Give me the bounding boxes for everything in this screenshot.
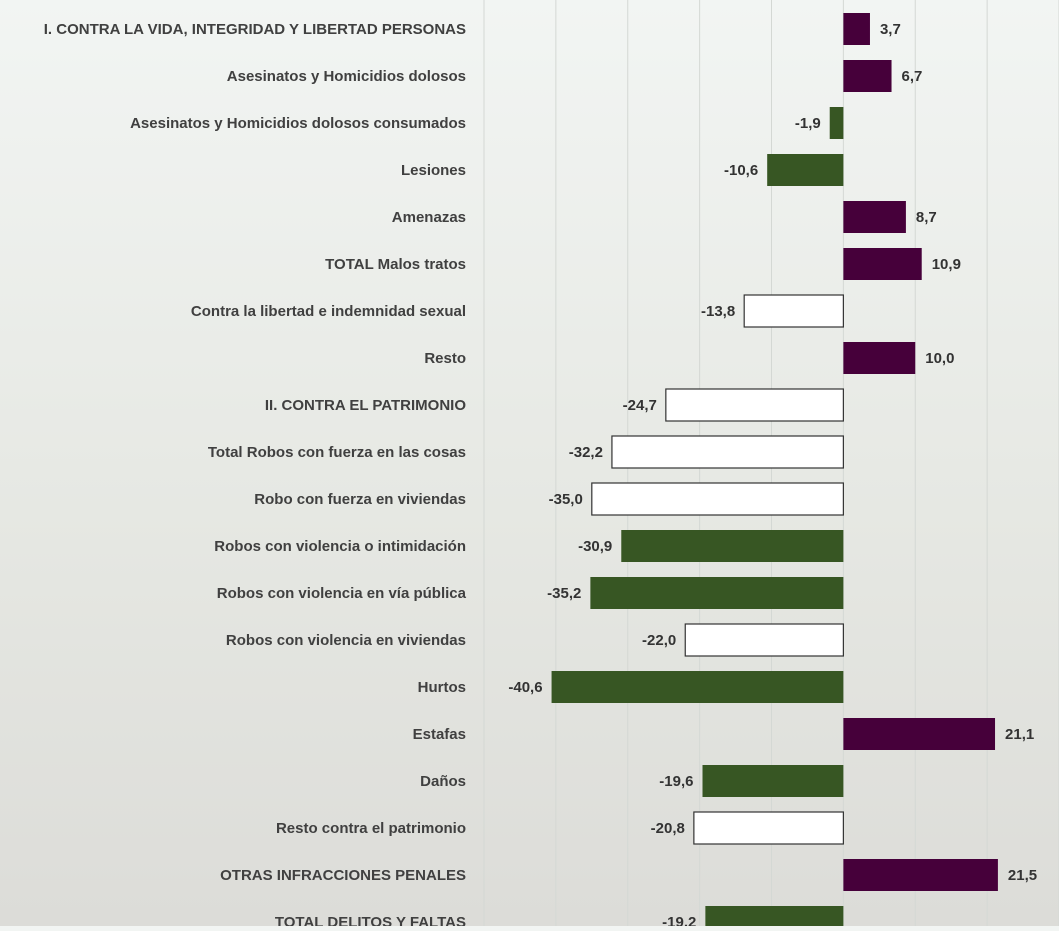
value-label: -1,9 [795, 115, 821, 132]
bar [702, 765, 844, 797]
bar [551, 671, 844, 703]
bar [611, 435, 844, 469]
bar [665, 388, 844, 422]
value-label: -13,8 [701, 303, 735, 320]
category-label: Resto contra el patrimonio [276, 820, 466, 837]
value-labels: 3,7 6,7 -1,9 -10,6 8,7 10,9 -13,8 10,0 -24,7 -32,… [508, 21, 1037, 931]
bar [621, 530, 844, 562]
value-label: -35,0 [549, 491, 583, 508]
bar [693, 811, 844, 845]
value-label: 10,9 [932, 256, 961, 273]
value-label: 3,7 [880, 21, 901, 38]
category-label: I. CONTRA LA VIDA, INTEGRIDAD Y LIBERTAD… [44, 21, 466, 38]
value-label: -35,2 [547, 585, 581, 602]
category-labels: I. CONTRA LA VIDA, INTEGRIDAD Y LIBERTAD… [44, 21, 467, 931]
category-label: Hurtos [418, 679, 466, 696]
category-label: Robos con violencia en vía pública [217, 585, 467, 602]
bar [767, 154, 844, 186]
bar [843, 718, 996, 750]
value-label: -24,7 [623, 397, 657, 414]
value-label: -10,6 [724, 162, 758, 179]
category-label: Asesinatos y Homicidios dolosos [227, 68, 466, 85]
category-label: Contra la libertad e indemnidad sexual [191, 303, 466, 320]
category-label: OTRAS INFRACCIONES PENALES [220, 867, 466, 884]
category-label: Total Robos con fuerza en las cosas [208, 444, 466, 461]
value-label: -22,0 [642, 632, 676, 649]
bar [705, 906, 844, 931]
bar [591, 482, 844, 516]
value-label: -30,9 [578, 538, 612, 555]
bar [684, 623, 844, 657]
value-label: -40,6 [508, 679, 542, 696]
value-label: 8,7 [916, 209, 937, 226]
bars [551, 13, 998, 931]
bar [843, 60, 892, 92]
value-label: 6,7 [902, 68, 923, 85]
category-label: Robos con violencia o intimidación [214, 538, 466, 555]
bar [743, 294, 844, 328]
bar [843, 859, 998, 891]
category-label: Amenazas [392, 209, 466, 226]
value-label: -32,2 [569, 444, 603, 461]
category-label: Resto [424, 350, 466, 367]
category-label: Daños [420, 773, 466, 790]
category-label: Estafas [413, 726, 466, 743]
category-label: Robos con violencia en viviendas [226, 632, 466, 649]
category-label: II. CONTRA EL PATRIMONIO [265, 397, 466, 414]
value-label: 10,0 [925, 350, 954, 367]
category-label: Robo con fuerza en viviendas [254, 491, 466, 508]
category-label: TOTAL DELITOS Y FALTAS [275, 914, 466, 926]
category-label: Lesiones [401, 162, 466, 179]
bar [590, 577, 844, 609]
value-label: -20,8 [651, 820, 685, 837]
bar [829, 107, 844, 139]
value-label: -19,2 [662, 914, 696, 926]
value-label: 21,1 [1005, 726, 1034, 743]
bar [843, 342, 916, 374]
bar [843, 248, 922, 280]
bar [843, 13, 870, 45]
category-label: TOTAL Malos tratos [325, 256, 466, 273]
value-label: 21,5 [1008, 867, 1037, 884]
bar [843, 201, 906, 233]
category-label: Asesinatos y Homicidios dolosos consumad… [130, 115, 466, 132]
value-label: -19,6 [659, 773, 693, 790]
